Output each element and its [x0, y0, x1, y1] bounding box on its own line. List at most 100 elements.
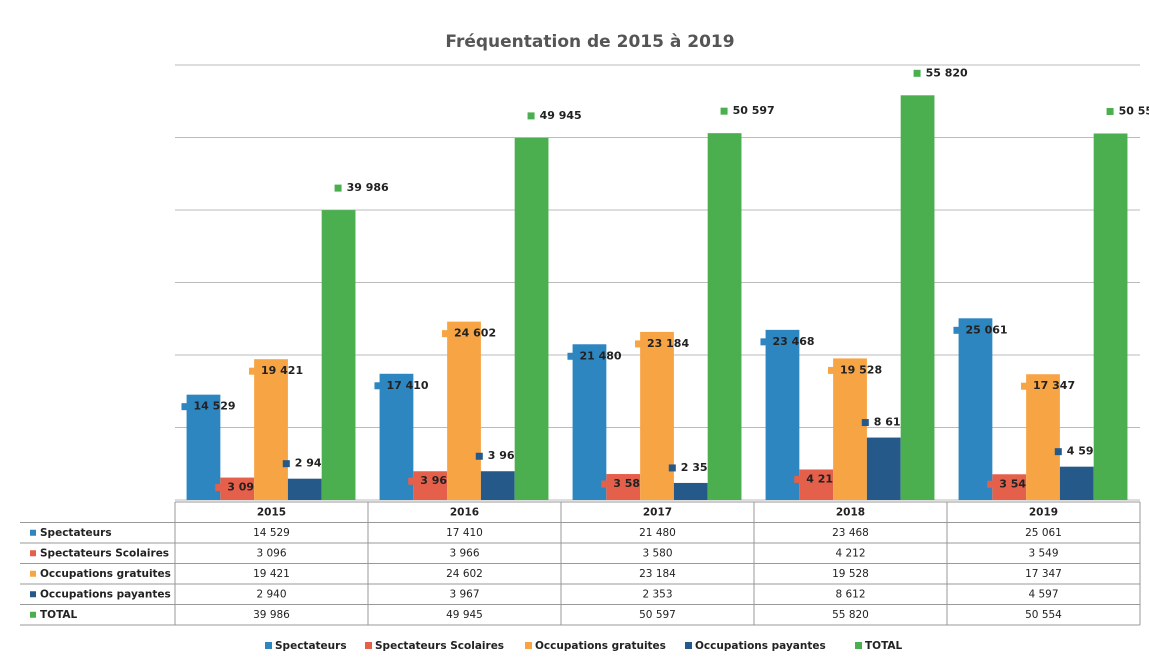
label-key: [442, 330, 450, 338]
legend-key: [525, 642, 532, 649]
data-label: 19 421: [261, 364, 303, 377]
table-cell: 4 212: [835, 547, 865, 559]
label-key: [953, 326, 961, 334]
bar: [833, 358, 867, 500]
table-key: [30, 570, 36, 577]
label-key: [1021, 382, 1029, 390]
data-label: 4 597: [1067, 445, 1101, 458]
bar: [707, 133, 742, 500]
table-cell: 3 580: [642, 547, 672, 559]
bar: [447, 321, 481, 500]
x-tick-label: 2018: [836, 506, 865, 518]
table-cell: 39 986: [253, 609, 290, 621]
table-cell: 21 480: [639, 527, 676, 539]
table-cell: 14 529: [253, 527, 290, 539]
bar: [572, 344, 607, 500]
data-label: 2 940: [295, 457, 330, 470]
table-cell: 2 353: [642, 588, 672, 600]
bar: [958, 318, 993, 500]
table-cell: 17 347: [1025, 568, 1062, 580]
legend-label: Spectateurs: [275, 640, 347, 652]
label-key: [861, 419, 869, 427]
bar: [1026, 374, 1060, 500]
chart-title: Fréquentation de 2015 à 2019: [445, 32, 734, 52]
label-key: [215, 484, 223, 492]
bar: [640, 331, 674, 500]
bar: [321, 210, 356, 500]
label-key: [668, 464, 676, 472]
table-cell: 55 820: [832, 609, 869, 621]
data-label: 55 820: [926, 66, 968, 79]
table-cell: 50 554: [1025, 609, 1062, 621]
label-key: [828, 366, 836, 374]
legend-label: TOTAL: [865, 640, 903, 652]
table-key: [30, 591, 36, 598]
label-key: [1106, 107, 1114, 115]
label-key: [794, 475, 802, 483]
legend-label: Spectateurs Scolaires: [375, 640, 504, 652]
data-label: 25 061: [965, 323, 1007, 336]
data-label: 3 967: [488, 449, 522, 462]
table-cell: 49 945: [446, 609, 483, 621]
data-label: 17 410: [386, 379, 428, 392]
legend-key: [265, 642, 272, 649]
bar: [186, 394, 221, 500]
label-key: [475, 452, 483, 460]
table-row-label: Spectateurs: [40, 527, 112, 539]
label-key: [567, 352, 575, 360]
bar: [254, 359, 288, 500]
bar: [1059, 466, 1094, 500]
table-row-label: Occupations payantes: [40, 588, 171, 600]
table-row-label: Occupations gratuites: [40, 568, 171, 580]
data-label: 23 468: [772, 335, 814, 348]
x-tick-label: 2016: [450, 506, 479, 518]
table-cell: 4 597: [1028, 588, 1058, 600]
x-tick-label: 2019: [1029, 506, 1058, 518]
table-cell: 3 967: [449, 588, 479, 600]
x-tick-label: 2015: [257, 506, 286, 518]
x-tick-label: 2017: [643, 506, 672, 518]
bar: [220, 477, 255, 500]
legend-label: Occupations payantes: [695, 640, 826, 652]
label-key: [374, 382, 382, 390]
label-key: [334, 184, 342, 192]
legend-key: [685, 642, 692, 649]
data-label: 39 986: [347, 181, 389, 194]
label-key: [1054, 448, 1062, 456]
bar: [673, 482, 708, 500]
data-label: 8 612: [874, 416, 908, 429]
label-key: [720, 107, 728, 115]
table-cell: 8 612: [835, 588, 865, 600]
bar: [866, 437, 901, 500]
table-cell: 3 096: [256, 547, 286, 559]
label-key: [760, 338, 768, 346]
data-label: 3 549: [999, 477, 1033, 490]
data-label: 50 597: [733, 104, 775, 117]
legend-label: Occupations gratuites: [535, 640, 666, 652]
bar: [992, 474, 1027, 500]
table-cell: 19 421: [253, 568, 290, 580]
bar: [799, 469, 834, 500]
label-key: [635, 340, 643, 348]
bar: [379, 373, 414, 500]
table-cell: 25 061: [1025, 527, 1062, 539]
data-label: 2 353: [681, 461, 715, 474]
data-label: 17 347: [1033, 379, 1075, 392]
legend-key: [365, 642, 372, 649]
data-label: 19 528: [840, 363, 882, 376]
table-row-label: Spectateurs Scolaires: [40, 547, 169, 559]
bar: [900, 95, 935, 501]
data-label: 3 580: [613, 477, 648, 490]
bar: [413, 471, 448, 500]
table-key: [30, 611, 36, 618]
table-key: [30, 529, 36, 536]
table-cell: 2 940: [256, 588, 286, 600]
label-key: [913, 69, 921, 77]
table-cell: 19 528: [832, 568, 869, 580]
label-key: [527, 112, 535, 120]
data-label: 3 966: [420, 474, 455, 487]
data-label: 14 529: [193, 400, 235, 413]
bar: [1093, 133, 1128, 500]
label-key: [181, 403, 189, 411]
